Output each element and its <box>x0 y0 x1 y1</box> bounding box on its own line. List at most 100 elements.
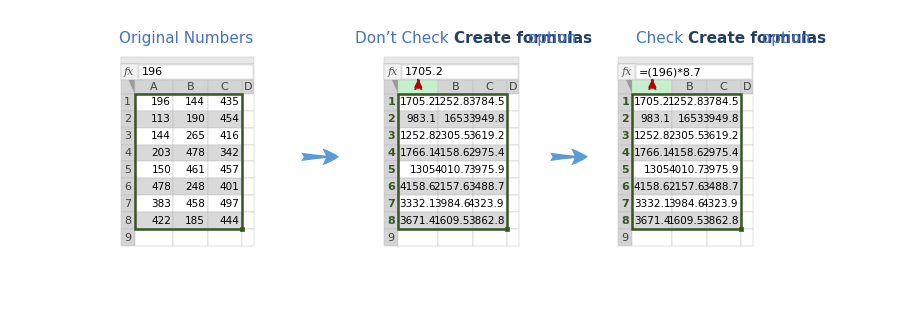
FancyBboxPatch shape <box>741 178 753 195</box>
Text: 6: 6 <box>621 182 629 192</box>
FancyBboxPatch shape <box>208 195 242 212</box>
FancyBboxPatch shape <box>507 111 519 128</box>
FancyBboxPatch shape <box>135 229 173 246</box>
FancyBboxPatch shape <box>672 128 706 145</box>
Text: fx: fx <box>622 67 632 77</box>
FancyBboxPatch shape <box>706 80 741 94</box>
Text: 4323.9: 4323.9 <box>468 199 505 209</box>
FancyBboxPatch shape <box>741 111 753 128</box>
FancyBboxPatch shape <box>384 64 519 80</box>
FancyBboxPatch shape <box>173 145 208 161</box>
Text: 6: 6 <box>387 182 395 192</box>
FancyBboxPatch shape <box>398 111 439 128</box>
Text: 383: 383 <box>151 199 171 209</box>
FancyBboxPatch shape <box>121 161 135 178</box>
Text: 2157.6: 2157.6 <box>668 182 704 192</box>
FancyBboxPatch shape <box>507 212 519 229</box>
Text: 3949.8: 3949.8 <box>702 114 738 124</box>
FancyBboxPatch shape <box>618 229 632 246</box>
FancyBboxPatch shape <box>121 64 137 80</box>
Text: 478: 478 <box>185 148 205 158</box>
FancyBboxPatch shape <box>135 145 173 161</box>
Text: 2: 2 <box>387 114 395 124</box>
FancyBboxPatch shape <box>208 128 242 145</box>
Text: 196: 196 <box>151 97 171 107</box>
Text: 3488.7: 3488.7 <box>702 182 738 192</box>
FancyBboxPatch shape <box>208 111 242 128</box>
FancyBboxPatch shape <box>632 161 672 178</box>
FancyBboxPatch shape <box>632 195 672 212</box>
Text: 144: 144 <box>151 131 171 141</box>
Text: 3984.6: 3984.6 <box>433 199 470 209</box>
FancyBboxPatch shape <box>507 128 519 145</box>
FancyBboxPatch shape <box>242 94 254 111</box>
Text: Create formulas: Create formulas <box>688 31 826 46</box>
Text: B: B <box>686 82 693 92</box>
Text: 1653: 1653 <box>678 114 704 124</box>
FancyBboxPatch shape <box>138 65 253 79</box>
FancyBboxPatch shape <box>135 94 173 111</box>
FancyBboxPatch shape <box>242 111 254 128</box>
Text: 342: 342 <box>220 148 239 158</box>
FancyBboxPatch shape <box>473 145 507 161</box>
FancyBboxPatch shape <box>121 57 254 64</box>
FancyBboxPatch shape <box>473 229 507 246</box>
FancyBboxPatch shape <box>173 161 208 178</box>
FancyBboxPatch shape <box>473 161 507 178</box>
FancyBboxPatch shape <box>439 80 473 94</box>
Text: 3: 3 <box>125 131 131 141</box>
FancyBboxPatch shape <box>507 145 519 161</box>
Text: 1: 1 <box>125 97 131 107</box>
FancyBboxPatch shape <box>135 161 173 178</box>
FancyBboxPatch shape <box>384 57 519 64</box>
FancyBboxPatch shape <box>384 229 398 246</box>
Text: 1: 1 <box>621 97 629 107</box>
FancyBboxPatch shape <box>135 111 173 128</box>
FancyBboxPatch shape <box>741 229 753 246</box>
FancyBboxPatch shape <box>173 111 208 128</box>
FancyBboxPatch shape <box>384 195 398 212</box>
FancyBboxPatch shape <box>208 145 242 161</box>
Text: 3984.6: 3984.6 <box>668 199 704 209</box>
Text: 1305: 1305 <box>644 165 671 175</box>
Text: 3: 3 <box>621 131 629 141</box>
FancyBboxPatch shape <box>121 128 135 145</box>
Text: B: B <box>452 82 459 92</box>
Text: fx: fx <box>387 67 398 77</box>
FancyBboxPatch shape <box>173 128 208 145</box>
Text: option: option <box>757 31 811 46</box>
FancyBboxPatch shape <box>384 212 398 229</box>
FancyBboxPatch shape <box>439 161 473 178</box>
FancyBboxPatch shape <box>173 178 208 195</box>
FancyBboxPatch shape <box>384 145 398 161</box>
FancyBboxPatch shape <box>384 80 398 94</box>
Text: 1705.2: 1705.2 <box>405 67 444 77</box>
Text: 461: 461 <box>185 165 205 175</box>
FancyBboxPatch shape <box>672 80 706 94</box>
FancyBboxPatch shape <box>618 57 753 64</box>
Text: =(196)*8.7: =(196)*8.7 <box>639 67 702 77</box>
FancyBboxPatch shape <box>398 145 439 161</box>
Text: 2305.5: 2305.5 <box>668 131 704 141</box>
FancyBboxPatch shape <box>706 111 741 128</box>
Text: 3975.9: 3975.9 <box>468 165 505 175</box>
Text: fx: fx <box>124 67 135 77</box>
FancyBboxPatch shape <box>618 145 632 161</box>
FancyBboxPatch shape <box>242 161 254 178</box>
Text: 1766.1: 1766.1 <box>399 148 436 158</box>
Text: 1: 1 <box>387 97 395 107</box>
FancyBboxPatch shape <box>384 64 401 80</box>
Text: 3862.8: 3862.8 <box>468 216 505 226</box>
Text: 9: 9 <box>387 233 395 243</box>
Text: C: C <box>485 82 494 92</box>
Text: 3784.5: 3784.5 <box>468 97 505 107</box>
FancyBboxPatch shape <box>507 229 519 246</box>
FancyBboxPatch shape <box>636 65 752 79</box>
Polygon shape <box>392 80 398 94</box>
Text: 185: 185 <box>185 216 205 226</box>
FancyBboxPatch shape <box>121 229 135 246</box>
Text: 8: 8 <box>124 216 131 226</box>
FancyBboxPatch shape <box>507 94 519 111</box>
FancyBboxPatch shape <box>208 161 242 178</box>
FancyBboxPatch shape <box>507 195 519 212</box>
